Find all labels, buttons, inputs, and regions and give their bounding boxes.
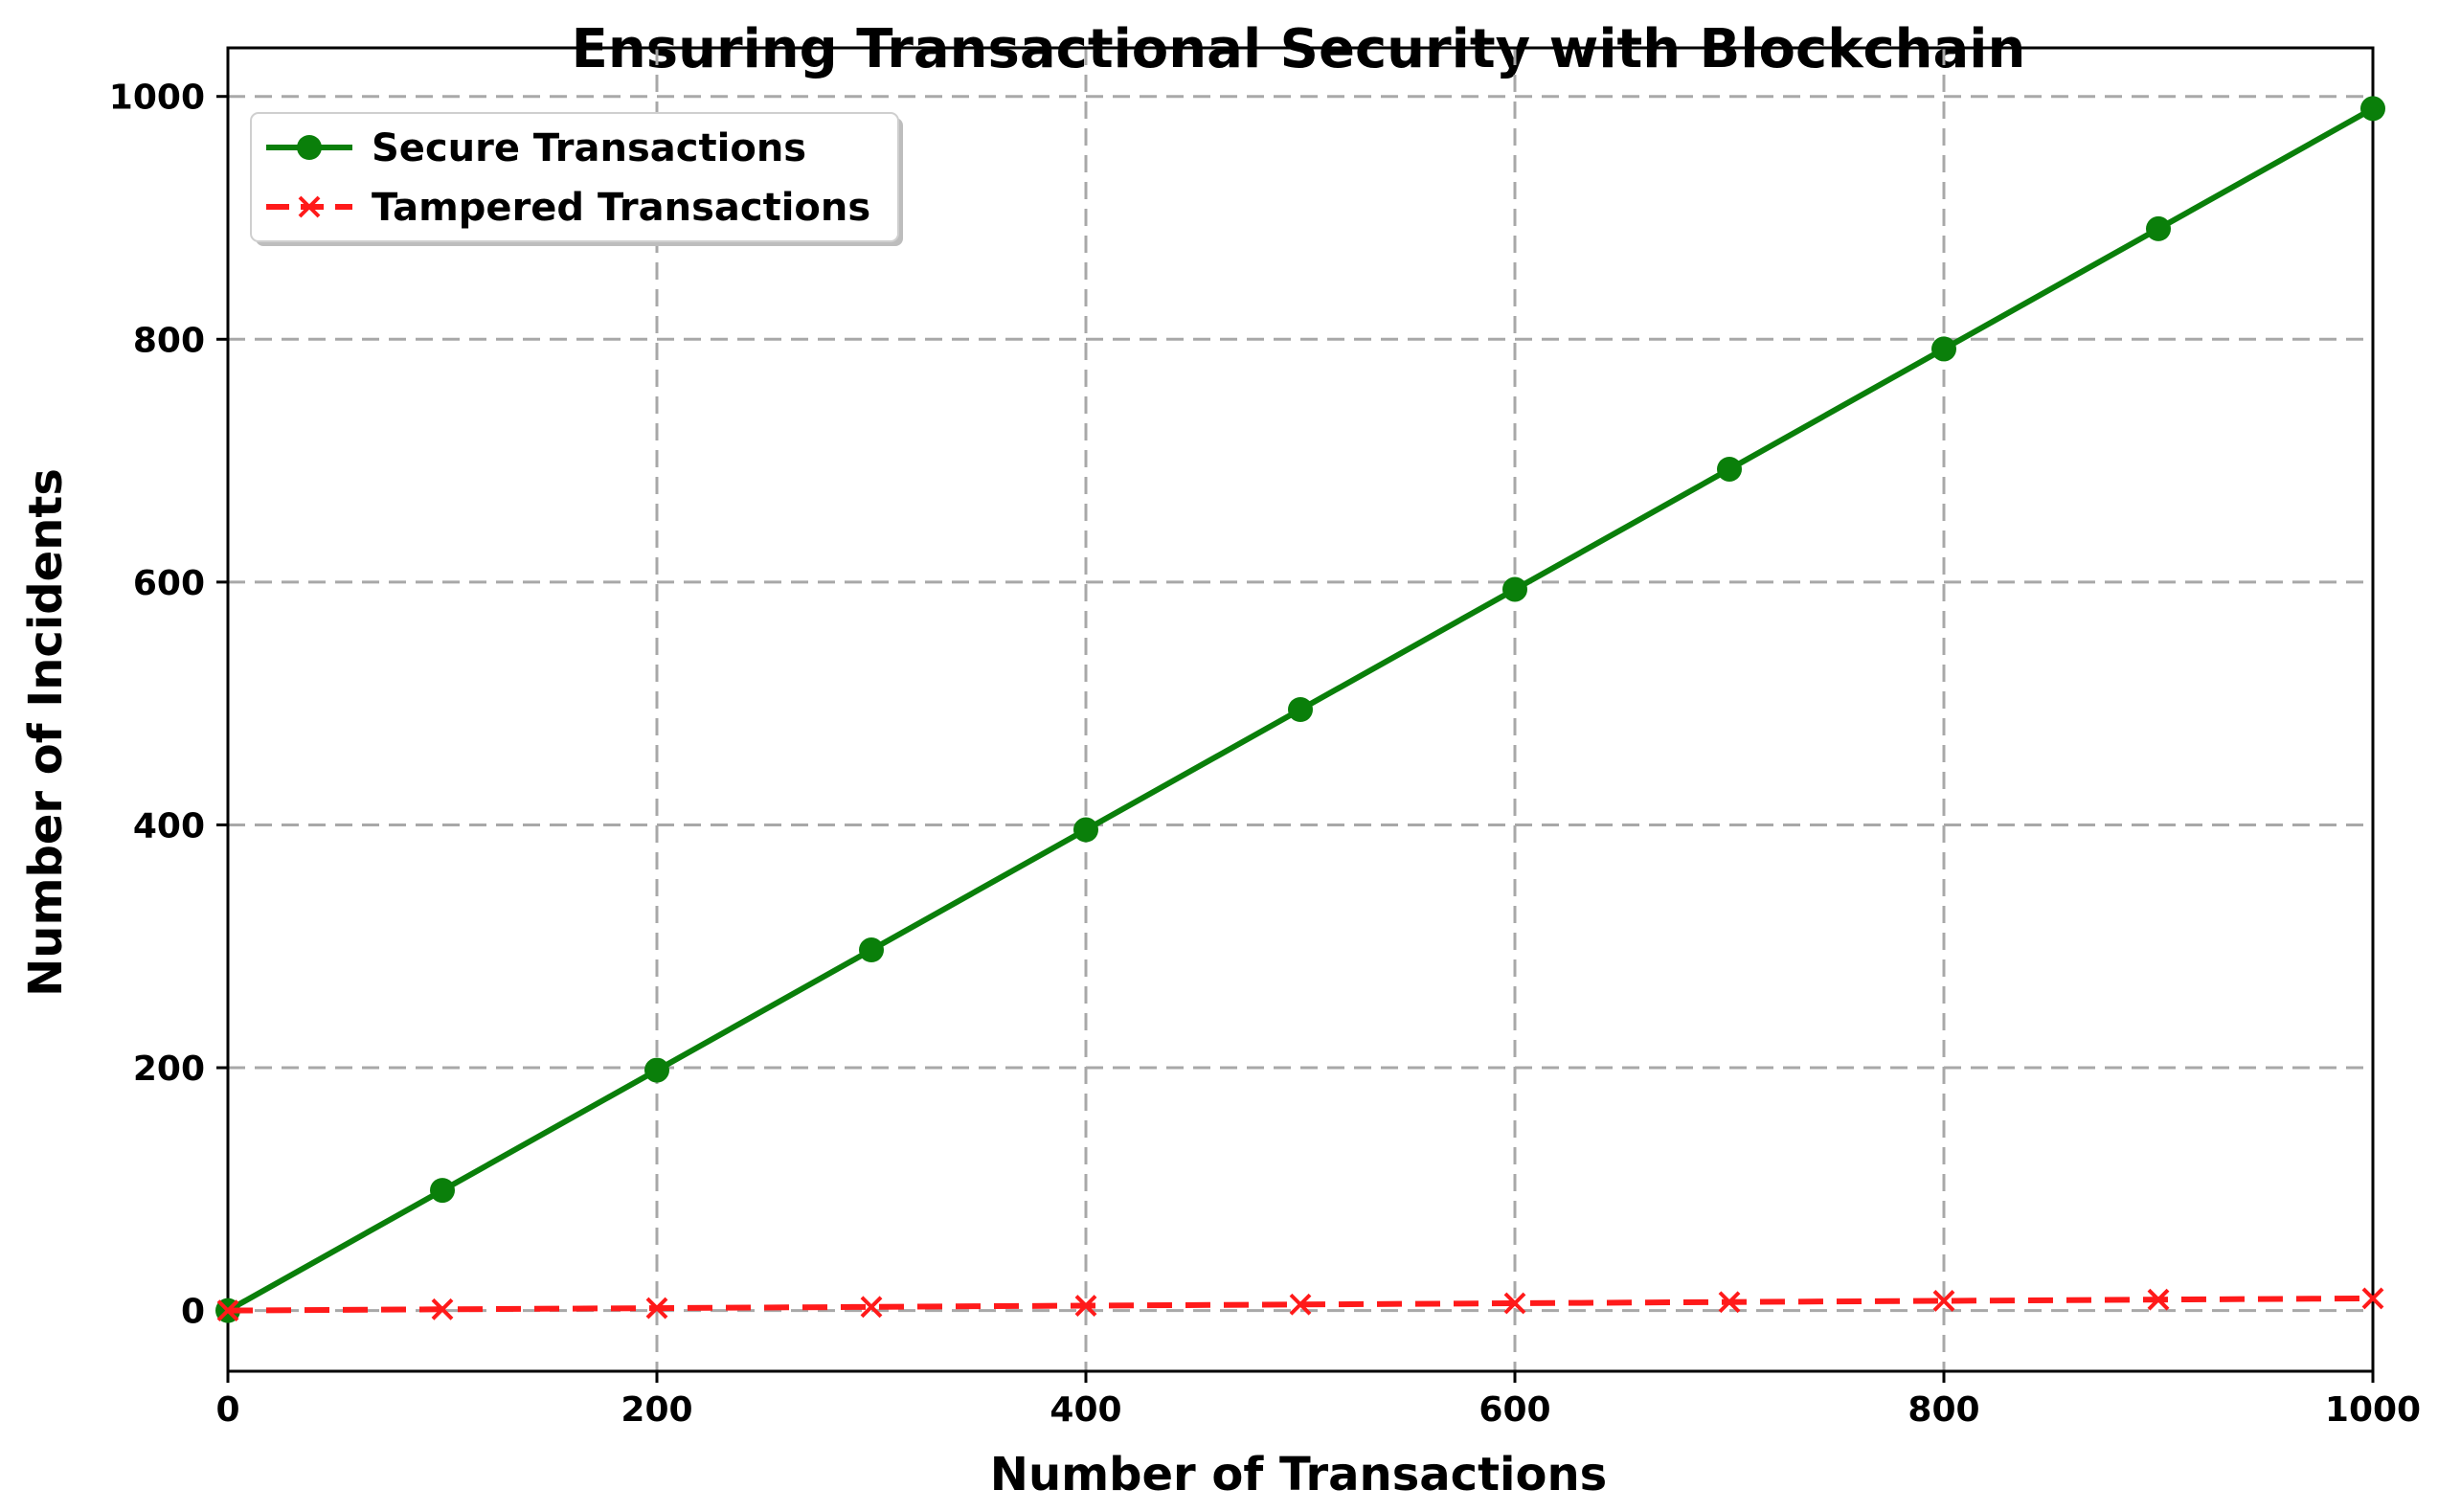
- data-point: [1718, 1291, 1741, 1314]
- legend-marker-1: [298, 195, 321, 218]
- x-tick-label: 0: [215, 1390, 239, 1430]
- data-point: [1717, 456, 1742, 482]
- y-tick-label: 200: [133, 1049, 205, 1089]
- y-tick-label: 1000: [109, 79, 205, 118]
- data-point: [645, 1297, 668, 1320]
- y-axis-label: Number of Incidents: [19, 468, 73, 997]
- data-point: [2361, 1287, 2384, 1310]
- y-axis: 0 200 400 600 800 1000: [109, 79, 228, 1332]
- data-point: [2146, 215, 2171, 241]
- data-point: [2147, 1288, 2170, 1311]
- data-point: [216, 1299, 239, 1322]
- legend-label-0: Secure Transactions: [372, 126, 806, 170]
- y-tick-label: 400: [133, 806, 205, 846]
- data-point: [430, 1178, 455, 1204]
- data-point: [1931, 336, 1956, 362]
- x-axis-label: Number of Transactions: [990, 1448, 1607, 1501]
- data-point: [1502, 576, 1527, 602]
- series-0: [215, 96, 2385, 1323]
- x-tick-label: 1000: [2325, 1390, 2421, 1430]
- data-point: [2360, 96, 2385, 122]
- series-layer: [215, 96, 2385, 1323]
- legend: Secure Transactions Tampered Transactions: [250, 112, 903, 246]
- y-tick-label: 600: [133, 564, 205, 603]
- x-tick-label: 600: [1479, 1390, 1550, 1430]
- x-tick-label: 400: [1050, 1390, 1121, 1430]
- x-axis: 0 200 400 600 800 1000: [215, 1371, 2421, 1430]
- y-tick-label: 800: [133, 321, 205, 360]
- data-point: [1503, 1292, 1526, 1315]
- data-point: [859, 937, 884, 963]
- legend-box: [250, 112, 899, 242]
- data-point: [644, 1057, 669, 1083]
- data-point: [1288, 697, 1313, 722]
- data-point: [431, 1298, 454, 1320]
- data-point: [1289, 1293, 1312, 1316]
- data-point: [1932, 1290, 1955, 1312]
- data-point: [1074, 1295, 1097, 1317]
- x-tick-label: 800: [1908, 1390, 1979, 1430]
- series-1: [216, 1287, 2384, 1322]
- legend-marker-0: [297, 135, 322, 160]
- data-point: [860, 1296, 883, 1319]
- legend-label-1: Tampered Transactions: [372, 186, 870, 230]
- y-tick-label: 0: [181, 1293, 205, 1332]
- plot-frame: [226, 46, 2375, 1373]
- data-point: [1073, 817, 1098, 843]
- x-tick-label: 200: [621, 1390, 692, 1430]
